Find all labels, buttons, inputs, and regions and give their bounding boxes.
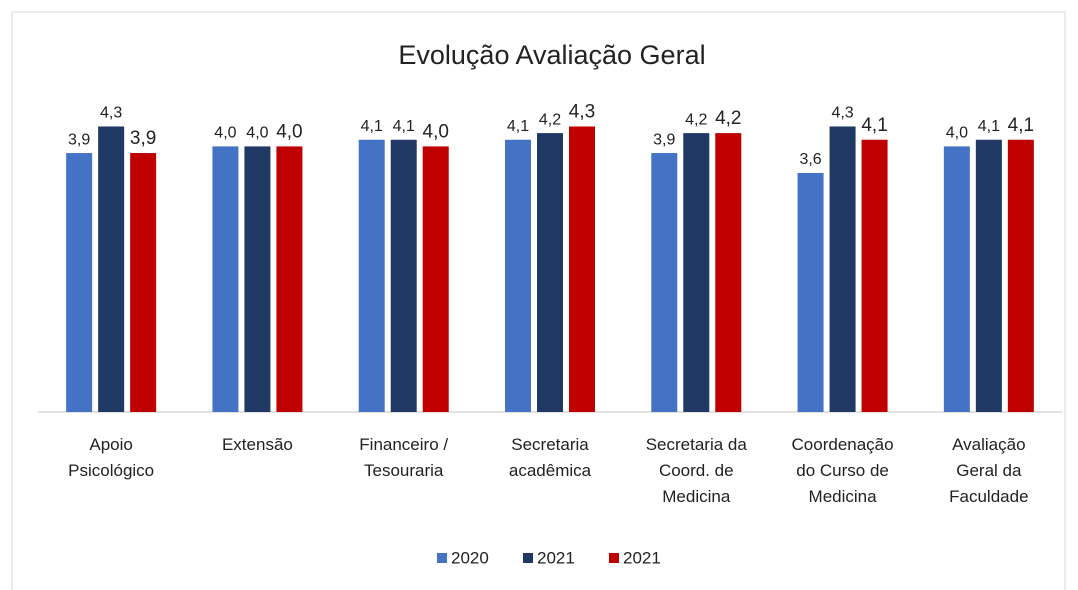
bar [537, 133, 563, 412]
data-label: 4,0 [214, 125, 236, 142]
x-tick-label: Secretaria da Coord. de Medicina [645, 435, 747, 506]
bar [244, 146, 271, 412]
bar [1007, 139, 1034, 412]
data-label: 4,0 [946, 125, 968, 142]
bar [130, 153, 157, 413]
bar [422, 146, 449, 412]
bar [943, 146, 970, 412]
data-label: 3,6 [799, 151, 821, 168]
legend-label: 2021 [537, 548, 575, 567]
data-label: 4,3 [569, 101, 595, 122]
bar [651, 153, 678, 413]
data-label: 4,2 [539, 111, 561, 128]
bar [358, 139, 385, 412]
data-label: 4,2 [715, 108, 741, 129]
data-label: 4,1 [507, 118, 529, 135]
data-label: 4,1 [361, 118, 383, 135]
data-label: 4,0 [423, 121, 449, 142]
x-tick-label: Financeiro / Tesouraria [359, 435, 449, 480]
data-label: 4,1 [861, 115, 887, 136]
bar [829, 126, 856, 412]
bar [569, 126, 595, 412]
x-tick-label: Extensão [221, 435, 293, 454]
x-tick-label: Apoio Psicológico [68, 435, 155, 480]
data-label: 4,0 [276, 121, 302, 142]
legend-swatch [437, 553, 447, 563]
legend-swatch [523, 553, 533, 563]
data-label: 4,3 [831, 105, 853, 122]
data-label: 4,1 [1008, 115, 1034, 136]
data-label: 4,0 [246, 125, 268, 142]
x-tick-label: Secretaria acadêmica [508, 435, 592, 480]
data-label: 4,2 [685, 111, 707, 128]
bar [98, 126, 125, 412]
x-tick-label: Avaliação Geral da Faculdade [949, 435, 1029, 506]
bar [505, 139, 531, 412]
data-label: 4,1 [978, 118, 1000, 135]
legend-swatch [609, 553, 619, 563]
data-label: 4,3 [100, 105, 122, 122]
bar [797, 172, 824, 412]
data-label: 3,9 [68, 131, 90, 148]
bar [715, 133, 742, 412]
bar [861, 139, 888, 412]
legend-label: 2021 [623, 548, 661, 567]
x-tick-label: Coordenação do Curso de Medicina [791, 435, 894, 506]
data-label: 3,9 [130, 128, 156, 149]
bar [390, 139, 417, 412]
bar [975, 139, 1002, 412]
bar [683, 133, 710, 412]
data-label: 3,9 [653, 131, 675, 148]
bar [66, 153, 93, 413]
data-label: 4,1 [393, 118, 415, 135]
legend-label: 2020 [451, 548, 489, 567]
chart-title: Evolução Avaliação Geral [398, 40, 705, 70]
bar [276, 146, 303, 412]
bar [212, 146, 239, 412]
